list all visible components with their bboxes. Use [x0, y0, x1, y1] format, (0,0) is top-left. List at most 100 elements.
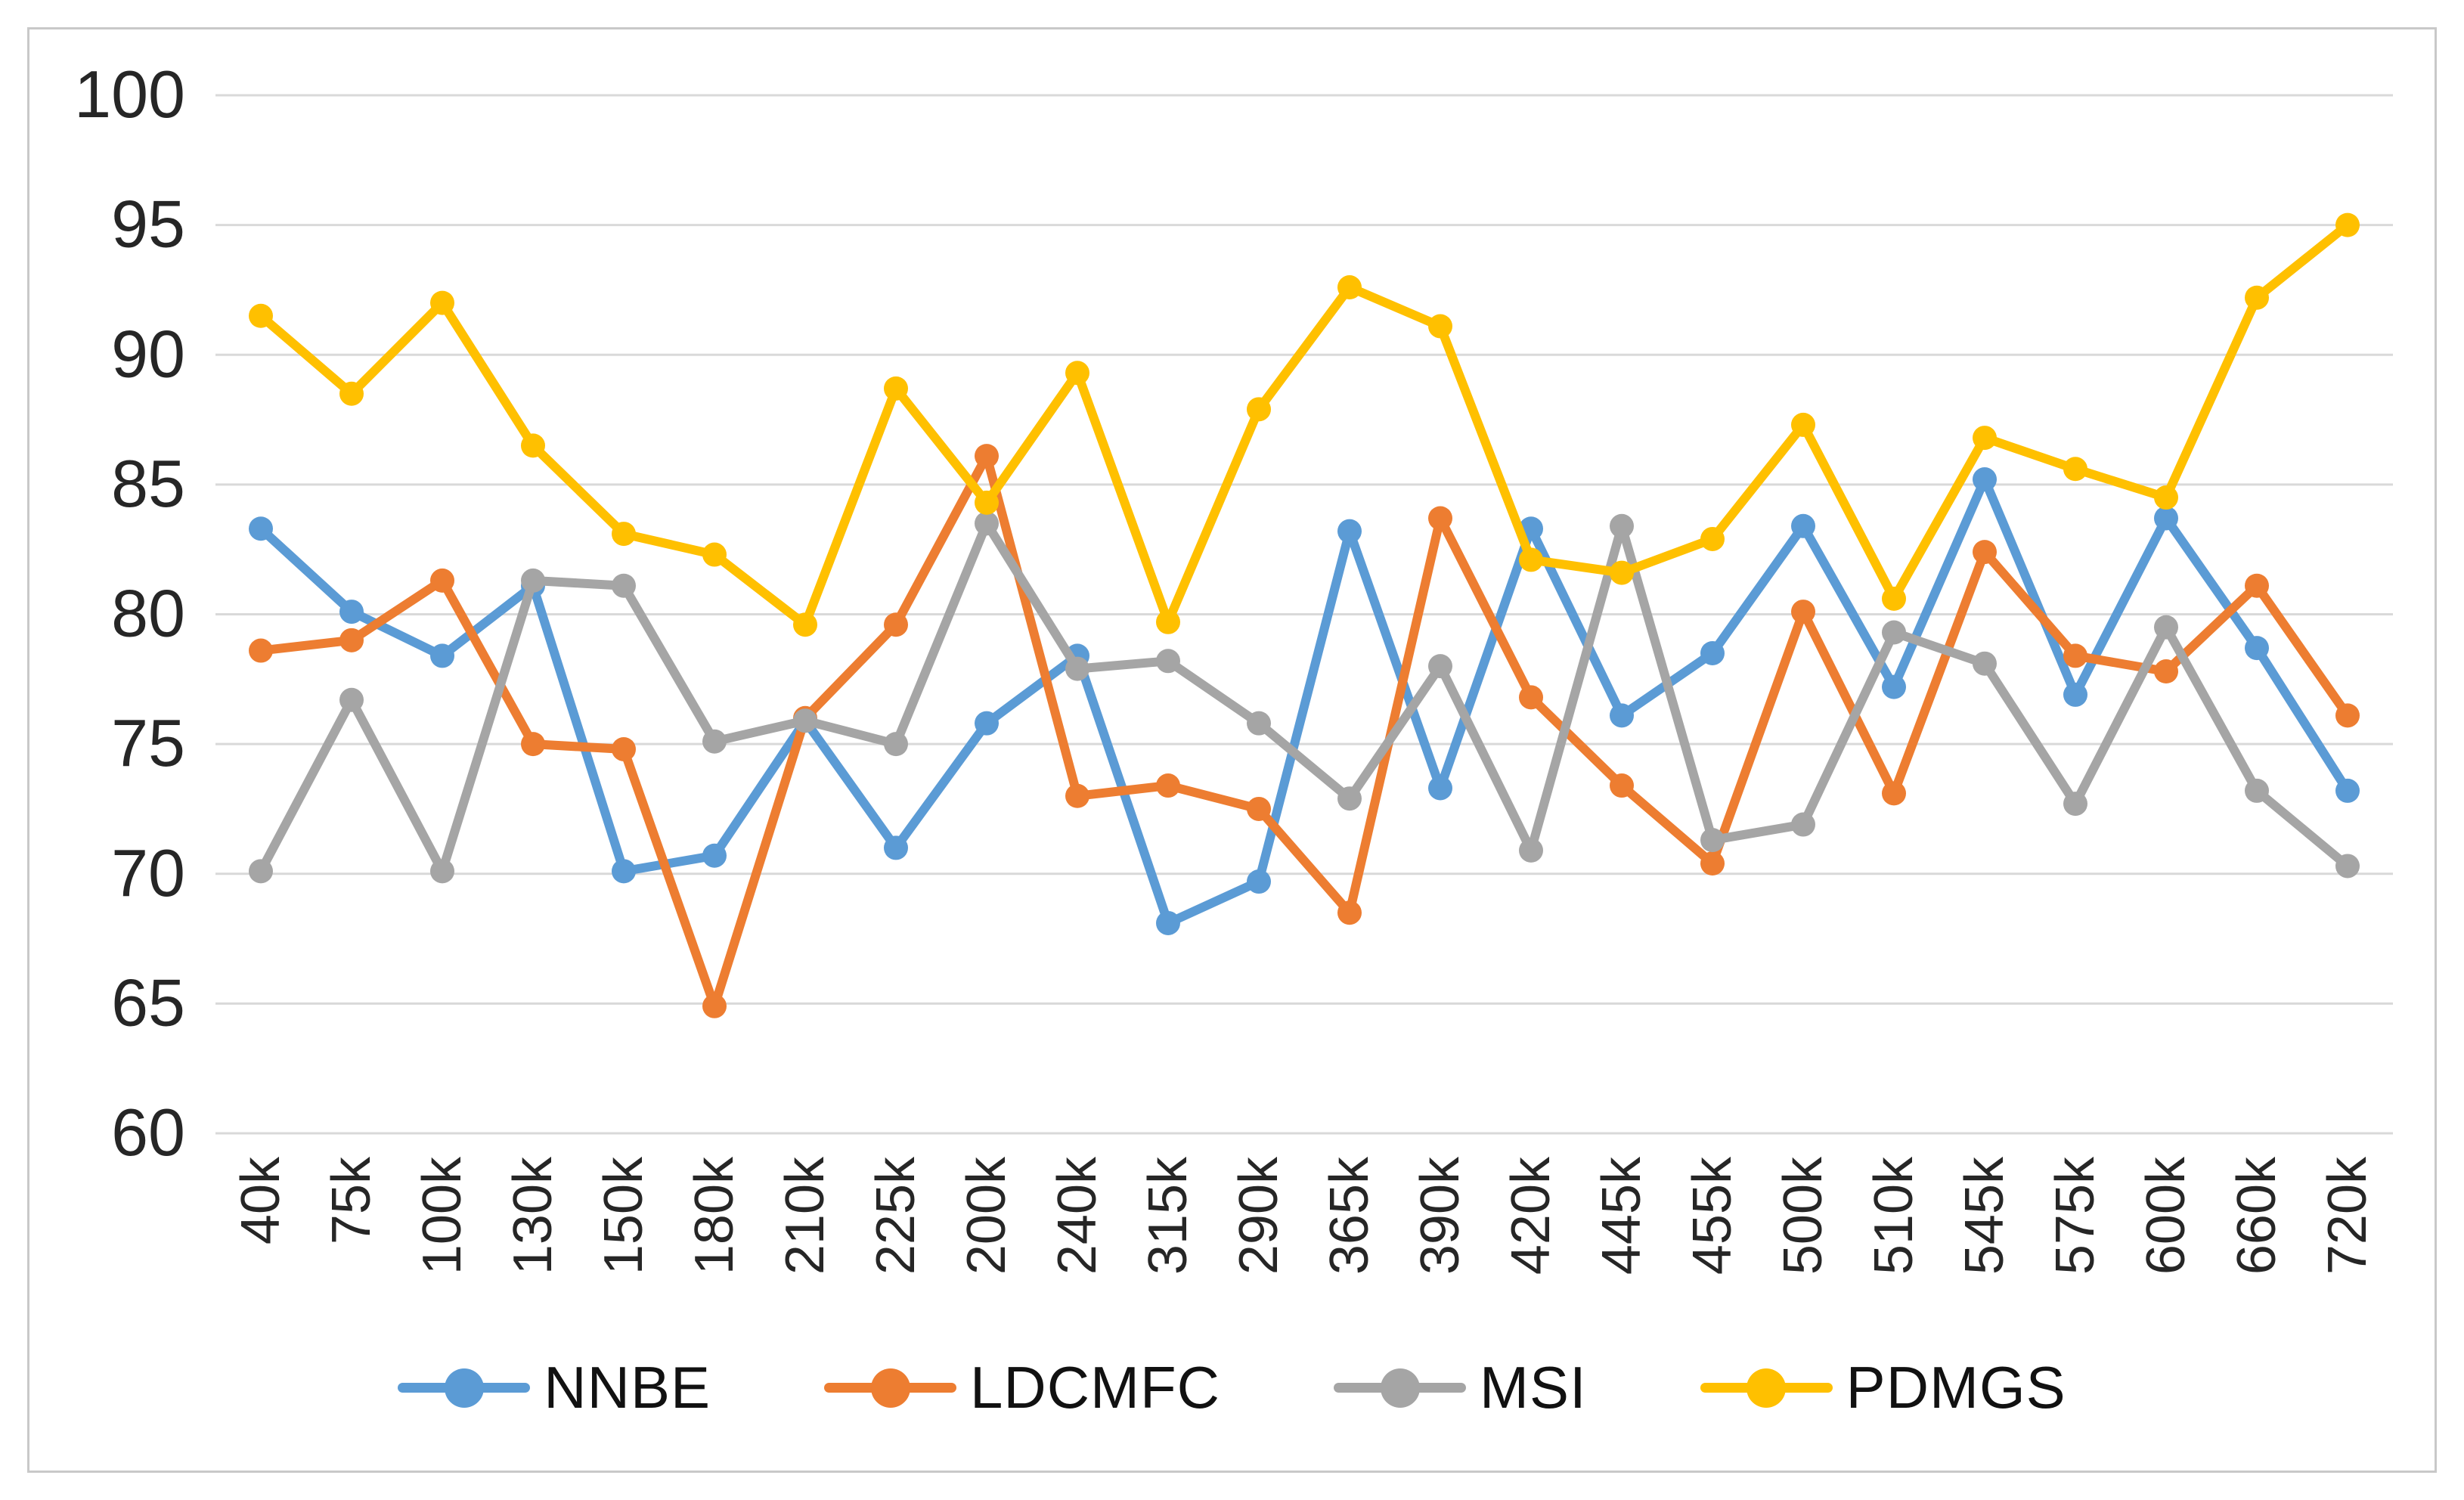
data-point-MSI-660k: [2245, 778, 2269, 803]
legend-label-LDCMFC: LDCMFC: [970, 1354, 1220, 1421]
data-point-PDMGS-225k: [884, 376, 908, 401]
data-point-MSI-290k: [1247, 711, 1271, 736]
data-point-LDCMFC-420k: [1519, 685, 1543, 710]
legend-dot-icon: [1746, 1368, 1787, 1408]
legend-dot-icon: [1380, 1368, 1420, 1408]
data-point-MSI-100k: [430, 859, 454, 884]
legend-dot-icon: [870, 1368, 910, 1408]
data-point-LDCMFC-315k: [1156, 773, 1180, 798]
data-point-PDMGS-720k: [2335, 212, 2360, 237]
data-point-NNBE-500k: [1791, 513, 1815, 538]
x-tick-label-420k: 420k: [1501, 1156, 1561, 1275]
data-point-PDMGS-150k: [612, 522, 636, 547]
series-line-PDMGS: [256, 220, 2352, 630]
y-axis-labels: 60 65 70 75 80 85 90 95 100: [74, 57, 185, 1170]
data-point-PDMGS-600k: [2154, 485, 2178, 510]
series-line-MSI: [256, 519, 2352, 876]
data-point-NNBE-200k: [975, 711, 999, 736]
x-tick-label-390k: 390k: [1410, 1156, 1471, 1275]
legend-item-LDCMFC: LDCMFC: [824, 1353, 1220, 1422]
data-point-PDMGS-100k: [430, 290, 454, 315]
data-point-PDMGS-75k: [339, 381, 364, 406]
x-tick-label-240k: 240k: [1047, 1156, 1108, 1275]
series-PDMGS: [249, 212, 2360, 637]
data-point-MSI-75k: [339, 687, 364, 712]
data-point-NNBE-100k: [430, 643, 454, 668]
data-point-LDCMFC-180k: [702, 993, 727, 1018]
x-tick-label-315k: 315k: [1138, 1156, 1198, 1275]
x-tick-label-200k: 200k: [956, 1156, 1017, 1275]
y-tick-label-60: 60: [111, 1095, 185, 1170]
legend-label-MSI: MSI: [1480, 1354, 1587, 1421]
data-point-NNBE-510k: [1882, 674, 1906, 699]
legend-marker-icon: [824, 1368, 956, 1408]
data-point-PDMGS-545k: [1973, 426, 1997, 451]
data-point-MSI-40k: [249, 859, 273, 884]
chart-legend: NNBE LDCMFC MSI PDMGS: [0, 1353, 2464, 1422]
legend-marker-icon: [1700, 1368, 1833, 1408]
data-point-PDMGS-390k: [1428, 314, 1452, 339]
data-point-MSI-390k: [1428, 654, 1452, 679]
y-tick-label-80: 80: [111, 576, 185, 651]
data-point-PDMGS-500k: [1791, 412, 1815, 437]
data-point-NNBE-290k: [1247, 869, 1271, 894]
data-point-MSI-240k: [1065, 656, 1089, 681]
data-point-LDCMFC-575k: [2063, 643, 2087, 668]
legend-dot-icon: [444, 1368, 484, 1408]
data-point-LDCMFC-365k: [1337, 900, 1362, 925]
data-point-PDMGS-455k: [1700, 526, 1725, 551]
data-point-PDMGS-180k: [702, 542, 727, 567]
legend-item-MSI: MSI: [1334, 1353, 1587, 1422]
data-point-MSI-545k: [1973, 651, 1997, 676]
data-point-PDMGS-40k: [249, 303, 273, 328]
legend-label-PDMGS: PDMGS: [1846, 1354, 2066, 1421]
data-point-PDMGS-445k: [1610, 560, 1634, 585]
x-tick-label-225k: 225k: [866, 1156, 926, 1275]
data-point-LDCMFC-100k: [430, 568, 454, 593]
data-point-PDMGS-365k: [1337, 275, 1362, 300]
data-point-PDMGS-210k: [793, 612, 817, 637]
data-point-MSI-315k: [1156, 649, 1180, 674]
data-point-LDCMFC-445k: [1610, 773, 1634, 798]
x-tick-label-180k: 180k: [684, 1156, 745, 1275]
data-point-LDCMFC-660k: [2245, 573, 2269, 598]
data-point-PDMGS-420k: [1519, 547, 1543, 572]
data-point-LDCMFC-40k: [249, 638, 273, 663]
data-point-LDCMFC-200k: [975, 444, 999, 469]
x-tick-label-150k: 150k: [594, 1156, 654, 1275]
y-tick-label-75: 75: [111, 705, 185, 780]
y-tick-label-70: 70: [111, 835, 185, 910]
x-tick-label-575k: 575k: [2045, 1156, 2106, 1275]
x-tick-label-130k: 130k: [503, 1156, 563, 1275]
y-tick-label-90: 90: [111, 316, 185, 391]
series-line-LDCMFC: [256, 451, 2352, 1011]
data-point-NNBE-455k: [1700, 640, 1725, 665]
legend-item-NNBE: NNBE: [398, 1353, 711, 1422]
data-point-NNBE-40k: [249, 516, 273, 541]
data-point-NNBE-575k: [2063, 682, 2087, 707]
gridlines-group: [215, 94, 2393, 1135]
x-tick-label-455k: 455k: [1682, 1156, 1743, 1275]
data-point-NNBE-180k: [702, 843, 727, 868]
data-point-LDCMFC-545k: [1973, 540, 1997, 565]
x-axis-labels: 40k 75k 100k 130k 150k 180k 210k 225k 200k 240k 31…: [231, 1156, 2378, 1275]
data-point-NNBE-75k: [339, 600, 364, 624]
data-point-MSI-150k: [612, 573, 636, 598]
data-point-NNBE-445k: [1610, 703, 1634, 728]
data-point-MSI-180k: [702, 729, 727, 754]
data-point-MSI-420k: [1519, 838, 1543, 863]
x-tick-label-660k: 660k: [2227, 1156, 2287, 1275]
y-tick-label-100: 100: [74, 57, 185, 132]
data-point-LDCMFC-720k: [2335, 703, 2360, 728]
data-point-PDMGS-240k: [1065, 361, 1089, 386]
data-point-PDMGS-130k: [521, 433, 545, 458]
data-point-MSI-210k: [793, 708, 817, 733]
legend-marker-icon: [398, 1368, 531, 1408]
data-point-MSI-510k: [1882, 620, 1906, 645]
data-point-NNBE-150k: [612, 859, 636, 884]
series-line-NNBE: [256, 475, 2352, 928]
x-tick-label-500k: 500k: [1773, 1156, 1833, 1275]
data-point-MSI-720k: [2335, 854, 2360, 879]
data-point-LDCMFC-600k: [2154, 659, 2178, 684]
data-point-LDCMFC-455k: [1700, 851, 1725, 876]
